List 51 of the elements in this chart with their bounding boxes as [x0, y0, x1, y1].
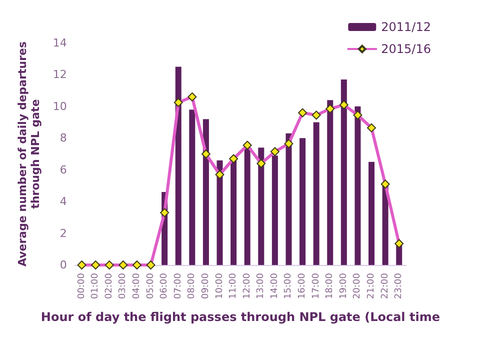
- bar: [286, 133, 292, 265]
- x-tick-label: 01:00: [90, 272, 101, 299]
- x-axis-title: Hour of day the flight passes through NPL gate (Local time: [40, 310, 440, 324]
- x-tick-label: 15:00: [284, 272, 294, 299]
- x-tick-label: 13:00: [256, 272, 266, 299]
- x-tick-label: 09:00: [200, 272, 211, 299]
- bar: [313, 122, 320, 265]
- legend-label: 2015/16: [381, 42, 432, 56]
- bar: [354, 106, 361, 265]
- bar: [175, 66, 182, 265]
- x-tick-label: 07:00: [173, 272, 184, 299]
- legend-label: 2011/12: [381, 20, 432, 34]
- x-tick-label: 19:00: [338, 272, 349, 299]
- bar: [272, 156, 278, 265]
- y-tick-label: 8: [60, 132, 67, 145]
- y-tick-label: 6: [60, 163, 67, 176]
- x-tick-label: 04:00: [132, 272, 142, 299]
- x-tick-label: 06:00: [160, 272, 170, 299]
- x-tick-label: 17:00: [311, 272, 322, 299]
- x-tick-label: 10:00: [214, 272, 225, 299]
- bar: [202, 119, 209, 265]
- bar: [230, 160, 237, 265]
- bar: [327, 100, 334, 265]
- bar: [340, 79, 347, 265]
- x-tick-label: 03:00: [118, 272, 128, 299]
- x-tick-label: 08:00: [187, 272, 198, 299]
- bar: [258, 148, 264, 265]
- y-axis-title: Average number of daily departures through NPL gate: [16, 41, 42, 267]
- x-tick-label: 02:00: [104, 272, 114, 299]
- x-tick-label: 20:00: [352, 272, 363, 299]
- bar: [382, 186, 388, 265]
- x-tick-label: 00:00: [76, 272, 87, 299]
- x-tick-label: 22:00: [380, 272, 390, 299]
- bar: [189, 110, 196, 265]
- bar: [368, 162, 375, 265]
- x-tick-label: 12:00: [242, 272, 252, 299]
- x-tick-label: 21:00: [366, 272, 377, 299]
- y-tick-label: 4: [60, 195, 67, 208]
- x-tick-label: 11:00: [228, 272, 239, 299]
- x-tick-label: 05:00: [146, 272, 156, 299]
- y-tick-label: 0: [60, 258, 67, 272]
- bar: [300, 138, 306, 265]
- x-tick-label: 16:00: [298, 272, 308, 299]
- x-tick-label: 23:00: [394, 272, 404, 299]
- y-tick-label: 10: [52, 100, 67, 113]
- y-tick-label: 2: [60, 226, 67, 240]
- bar: [216, 160, 223, 265]
- y-tick-label: 14: [52, 36, 67, 50]
- x-tick-label: 18:00: [325, 272, 336, 299]
- x-tick-label: 14:00: [270, 272, 280, 299]
- y-tick-label: 12: [52, 68, 67, 82]
